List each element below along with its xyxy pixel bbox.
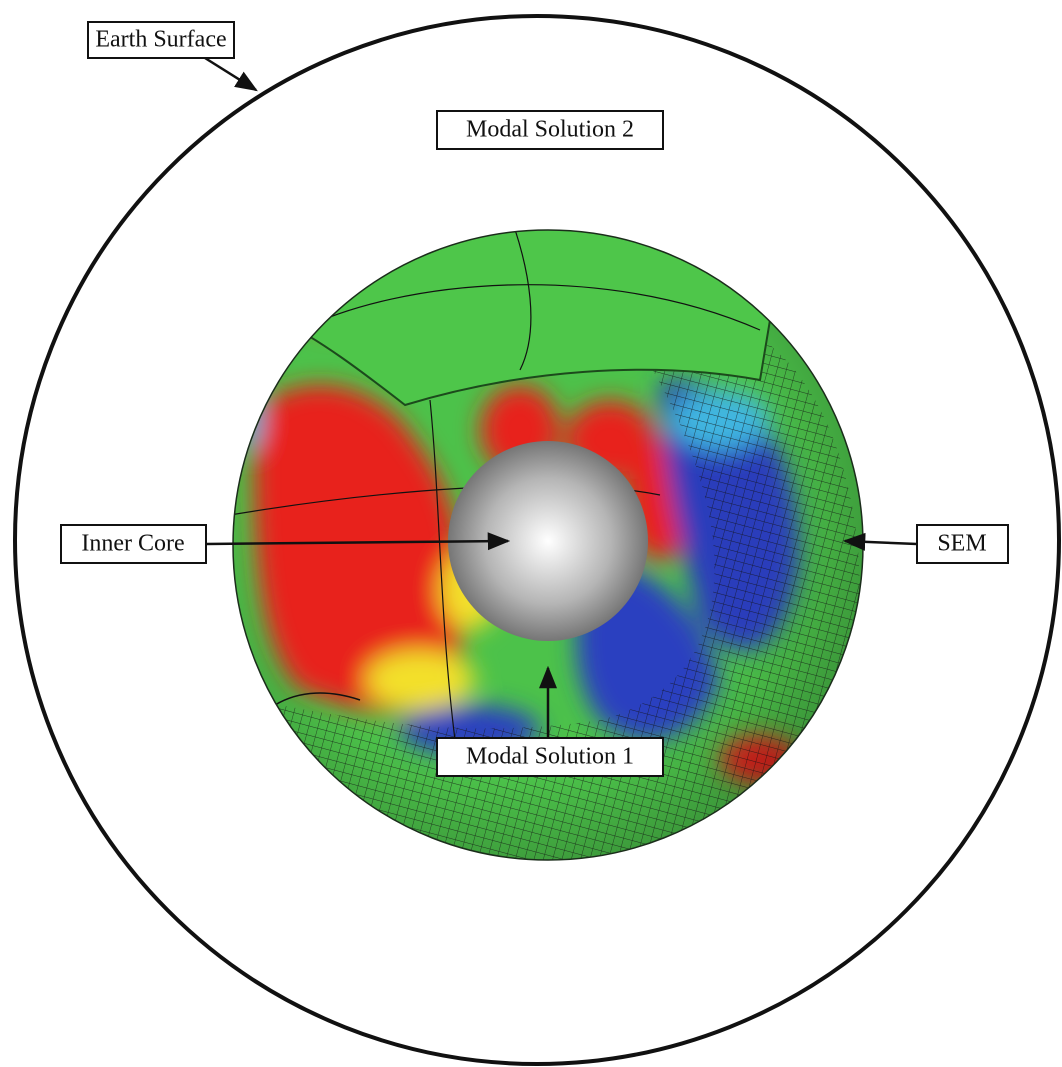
label-box [87,21,235,59]
arrow [205,532,511,551]
arrow [204,56,258,92]
earth-surface-circle [13,14,1061,1066]
label-box [436,110,664,150]
inner-core-sphere [448,441,648,641]
label: Earth Surface [95,27,226,53]
arrow [842,532,918,551]
label: Inner Core [81,531,184,557]
label-box [916,524,1009,564]
label: SEM [937,531,986,557]
label-box [60,524,207,564]
label: Modal Solution 2 [466,117,634,143]
label: Modal Solution 1 [466,744,634,770]
label-box [436,737,664,777]
